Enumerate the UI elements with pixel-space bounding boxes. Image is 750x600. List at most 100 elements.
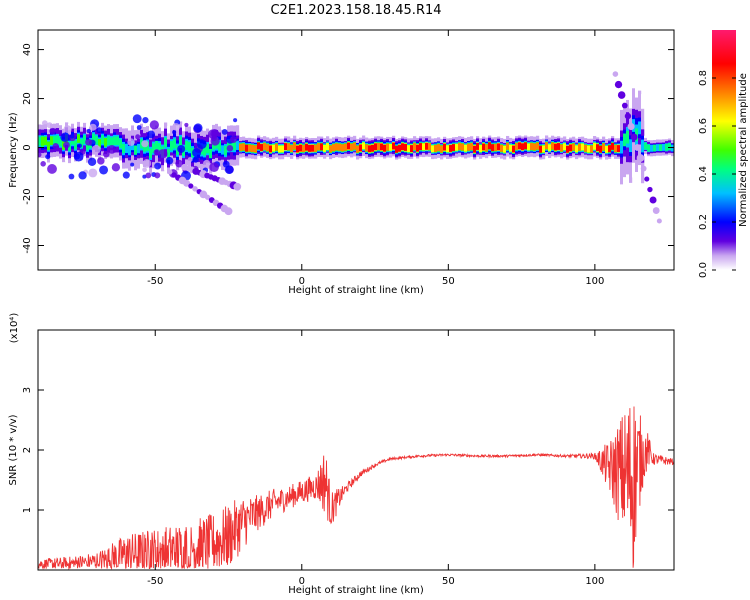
spectrogram-cell bbox=[287, 143, 291, 151]
spectrogram-branch-point bbox=[652, 207, 660, 214]
spectrogram-blob bbox=[127, 138, 135, 146]
spectrogram-cell bbox=[95, 135, 99, 145]
spectrogram-cell bbox=[455, 143, 459, 151]
spectrogram-blob bbox=[96, 127, 103, 134]
spectrogram-branch-point bbox=[627, 123, 635, 131]
spectrogram-blob bbox=[86, 128, 91, 134]
spectrogram-cell bbox=[77, 134, 81, 143]
spectrogram-cell bbox=[419, 143, 423, 150]
spectrogram-blob bbox=[230, 136, 238, 143]
spectrogram-branch-point bbox=[612, 71, 619, 77]
spectrogram-cell bbox=[458, 142, 462, 150]
spectrogram-cell bbox=[614, 145, 618, 153]
spectrogram-cell bbox=[416, 144, 420, 152]
spectrogram-branch-point bbox=[617, 91, 626, 99]
spectrogram-cell bbox=[461, 143, 465, 151]
spectrogram-cell bbox=[515, 142, 519, 150]
spectrogram-cell bbox=[314, 144, 318, 152]
spectrogram-cell bbox=[302, 145, 306, 153]
spectrogram-cell bbox=[566, 145, 570, 153]
spectrogram-cell bbox=[293, 142, 297, 150]
spectrogram-blob bbox=[107, 145, 117, 154]
spectrogram-blob bbox=[63, 141, 70, 149]
spectrogram-blob bbox=[78, 171, 87, 180]
spectrogram-blob bbox=[192, 156, 199, 163]
spectrogram-x-tick-label: -50 bbox=[147, 276, 163, 287]
spectrogram-cell bbox=[209, 148, 213, 159]
spectrogram-cell bbox=[332, 144, 336, 152]
spectrogram-cell bbox=[653, 144, 657, 152]
spectrogram-cell bbox=[251, 145, 255, 152]
spectrogram-cell bbox=[80, 139, 84, 148]
colorbar-tick-label: 0.4 bbox=[698, 166, 709, 182]
spectrogram-branch-point bbox=[614, 80, 623, 89]
spectrogram-cell bbox=[206, 144, 210, 154]
spectrogram-blob bbox=[40, 161, 46, 167]
spectrogram-blob bbox=[165, 156, 174, 165]
spectrogram-cell bbox=[539, 145, 543, 153]
spectrogram-cell bbox=[269, 145, 273, 153]
spectrogram-blob bbox=[145, 172, 152, 179]
spectrogram-branch-point bbox=[233, 182, 242, 191]
spectrogram-cell bbox=[572, 143, 576, 151]
snr-y-axis-label: SNR (10 * v/v) bbox=[8, 414, 19, 485]
spectrogram-blob bbox=[60, 132, 70, 143]
spectrogram-cell bbox=[59, 137, 63, 147]
spectrogram-cell bbox=[113, 136, 117, 146]
spectrogram-cell bbox=[74, 140, 78, 150]
spectrogram-cell bbox=[452, 144, 456, 152]
spectrogram-cell bbox=[164, 137, 168, 148]
colorbar-ticks: 0.0 0.2 0.4 0.6 0.8 bbox=[698, 70, 736, 278]
spectrogram-y-axis-label: Frequency (Hz) bbox=[8, 112, 19, 188]
spectrogram-cell bbox=[407, 145, 411, 153]
spectrogram-x-axis-label: Height of straight line (km) bbox=[288, 285, 424, 296]
spectrogram-branch-point bbox=[649, 196, 657, 204]
spectrogram-blob bbox=[89, 123, 97, 131]
spectrogram-cell bbox=[665, 143, 669, 151]
spectrogram-frame bbox=[37, 29, 675, 271]
snr-x-tick-label: 100 bbox=[585, 576, 604, 587]
spectrogram-cell bbox=[104, 137, 108, 147]
spectrogram-blob bbox=[41, 120, 48, 126]
spectrogram-cell bbox=[341, 144, 345, 152]
spectrogram-cell bbox=[110, 137, 114, 147]
snr-x-tick-label: 0 bbox=[299, 576, 305, 587]
spectrogram-blob bbox=[111, 163, 121, 172]
snr-x-tick-label: -50 bbox=[147, 576, 163, 587]
snr-ticks: -50 0 50 100 1 2 3 bbox=[22, 330, 674, 587]
spectrogram-cell bbox=[281, 145, 285, 153]
spectrogram-branch-point bbox=[644, 176, 650, 182]
spectrogram-cell bbox=[290, 145, 294, 153]
spectrogram-cell bbox=[443, 143, 447, 151]
spectrogram-cell bbox=[284, 143, 288, 151]
spectrogram-cell bbox=[158, 143, 162, 153]
spectrogram-cell bbox=[41, 137, 45, 146]
spectrogram-cell bbox=[611, 142, 615, 150]
spectrogram-cell bbox=[359, 144, 363, 152]
spectrogram-blob bbox=[154, 162, 162, 170]
spectrogram-blob bbox=[149, 120, 160, 130]
snr-series-line bbox=[38, 406, 674, 570]
spectrogram-branch-point bbox=[167, 169, 173, 175]
spectrogram-cell bbox=[488, 142, 492, 150]
spectrogram-x-tick-label: 50 bbox=[442, 276, 455, 287]
spectrogram-branch-point bbox=[630, 133, 638, 141]
spectrogram-cell bbox=[101, 135, 105, 144]
spectrogram-blob bbox=[52, 142, 59, 150]
spectrogram-cell bbox=[221, 145, 225, 155]
spectrogram-cell bbox=[527, 143, 531, 151]
spectrogram-blob bbox=[202, 159, 211, 168]
spectrogram-cell bbox=[245, 144, 249, 152]
spectrogram-branch-point bbox=[171, 172, 177, 178]
spectrogram-cell bbox=[266, 144, 270, 152]
spectrogram-cell bbox=[533, 143, 537, 151]
spectrogram-branch-point bbox=[204, 194, 211, 200]
spectrogram-cell bbox=[491, 144, 495, 152]
spectrogram-cell bbox=[122, 143, 126, 154]
spectrogram-cell bbox=[671, 144, 674, 152]
snr-y-tick-label: 3 bbox=[22, 387, 33, 393]
spectrogram-y-tick-label: -40 bbox=[22, 237, 33, 253]
spectrogram-branch-point bbox=[621, 102, 628, 109]
spectrogram-cell bbox=[476, 143, 480, 150]
spectrogram-cell bbox=[647, 144, 651, 152]
